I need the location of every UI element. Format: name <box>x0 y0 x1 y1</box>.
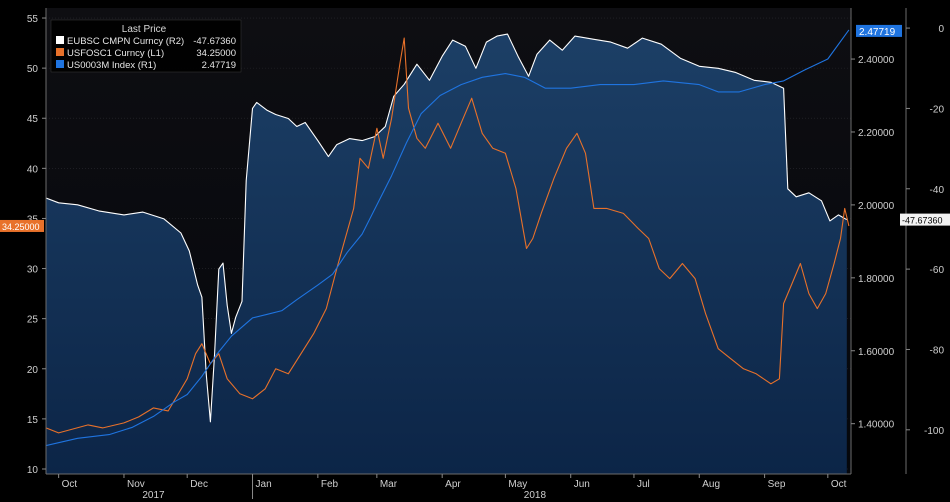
lines-layer <box>46 29 850 447</box>
legend-swatch <box>56 36 64 44</box>
right2-axis-tick-label: -40 <box>930 185 945 196</box>
right2-axis-tick-label: -60 <box>930 265 945 276</box>
right1-axis-tick-label: 1.40000 <box>858 420 895 431</box>
x-axis: Oct Nov Dec Jan Feb Mar Apr May Jun Jul Aug Sep Oct 2… <box>58 474 847 501</box>
right2-axis: -100 -80 -60 -40 -20 0 <box>905 8 945 474</box>
x-axis-tick-label: Mar <box>380 479 398 490</box>
left-axis-tick-label: 40 <box>27 164 39 175</box>
x-axis-tick-label: Jan <box>256 479 272 490</box>
legend-entry-name: US0003M Index (R1) <box>67 60 156 71</box>
right1-axis-tick-label: 2.40000 <box>858 55 895 66</box>
legend: Last Price EUBSC CMPN Curncy (R2) -47.673… <box>50 19 242 73</box>
series-line-eubsc <box>46 33 848 423</box>
x-axis-tick-label: Oct <box>62 479 78 490</box>
left-value-tag-bg <box>0 219 44 232</box>
x-axis-tick-label: May <box>508 479 527 490</box>
right1-axis-tick-label: 1.80000 <box>858 274 895 285</box>
x-axis-tick-label: Dec <box>190 479 208 490</box>
x-axis-tick-label: Aug <box>702 479 720 490</box>
right2-value-tag: -47.67360 <box>902 216 943 226</box>
right1-axis-tick-label: 2.00000 <box>858 201 895 212</box>
left-axis-tick-label: 55 <box>27 14 39 25</box>
right2-axis-tick-label: -80 <box>930 345 945 356</box>
legend-entry-name: USFOSC1 Curncy (L1) <box>67 48 164 59</box>
left-axis-tick-label: 15 <box>27 415 39 426</box>
right1-value-tag-bg <box>856 24 902 37</box>
series-line-us0003m <box>46 29 850 447</box>
left-axis-tick-label: 50 <box>27 64 39 75</box>
right2-axis-tick-label: 0 <box>938 24 944 35</box>
legend-entry-value: 2.47719 <box>202 60 236 71</box>
right1-axis-tick-label: 2.20000 <box>858 128 895 139</box>
x-axis-year-label: 2018 <box>524 490 547 501</box>
series-area-eubsc <box>46 34 847 474</box>
right1-value-tag: 2.47719 <box>859 27 896 38</box>
left-axis-tick-label: 25 <box>27 315 39 326</box>
x-axis-tick-label: Oct <box>831 479 847 490</box>
series-line-usfosc1 <box>46 37 850 434</box>
area-layer <box>46 34 847 474</box>
legend-entry-name: EUBSC CMPN Curncy (R2) <box>67 36 184 47</box>
x-axis-tick-label: Jun <box>574 479 590 490</box>
x-axis-tick-label: Feb <box>321 479 339 490</box>
right2-value-tag-bg <box>900 213 950 226</box>
x-axis-tick-label: Apr <box>445 479 461 490</box>
x-axis-tick-label: Jul <box>637 479 650 490</box>
left-axis-tick-label: 20 <box>27 365 39 376</box>
x-axis-tick-label: Nov <box>127 479 145 490</box>
right1-axis-tick-label: 1.60000 <box>858 347 895 358</box>
x-axis-tick-label: Sep <box>768 479 786 490</box>
legend-entry-value: -47.67360 <box>193 36 236 47</box>
left-axis-tick-label: 10 <box>27 465 39 476</box>
x-axis-year-label: 2017 <box>142 490 165 501</box>
right2-axis-tick-label: -100 <box>924 426 944 437</box>
left-axis: 10 15 20 25 30 35 40 45 50 55 <box>27 14 46 476</box>
right1-axis: 1.40000 1.60000 1.80000 2.00000 2.20000 2.400… <box>851 55 895 431</box>
right2-axis-tick-label: -20 <box>930 104 945 115</box>
legend-entry-value: 34.25000 <box>196 48 236 59</box>
legend-box <box>50 19 242 73</box>
left-axis-tick-label: 45 <box>27 114 39 125</box>
left-axis-tick-label: 35 <box>27 214 39 225</box>
left-value-tag: 34.25000 <box>2 222 40 232</box>
legend-title: Last Price <box>122 24 167 35</box>
legend-swatch <box>56 60 64 68</box>
left-axis-tick-label: 30 <box>27 265 39 276</box>
legend-swatch <box>56 48 64 56</box>
